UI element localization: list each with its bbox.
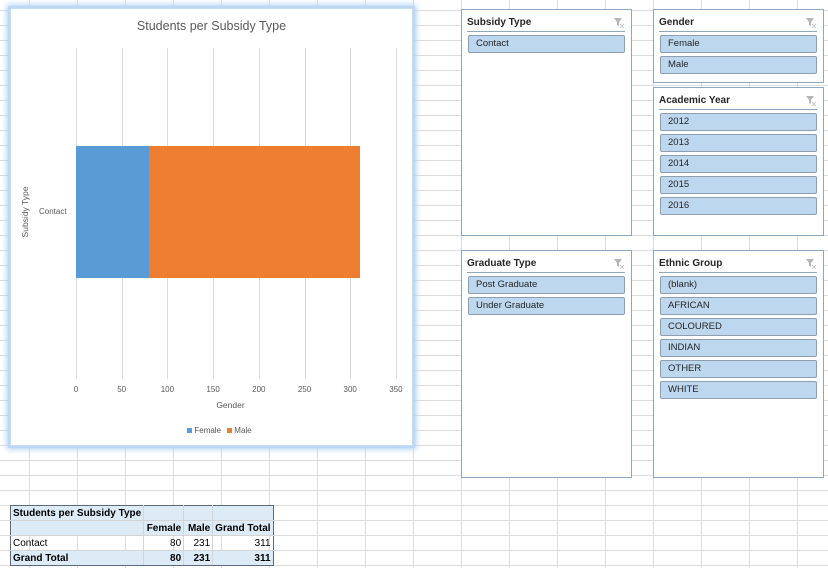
slicer-item[interactable]: 2015 — [660, 176, 817, 194]
pivot-chart[interactable]: Students per Subsidy Type Subsidy Type C… — [10, 8, 413, 446]
slicer-header: Academic Year — [659, 92, 817, 110]
slicer-items: Post Graduate Under Graduate — [468, 276, 625, 318]
x-tick: 150 — [206, 385, 220, 394]
slicer-item[interactable]: INDIAN — [660, 339, 817, 357]
pivot-table: Students per Subsidy Type Female Male Gr… — [9, 505, 274, 566]
slicer-item[interactable]: Under Graduate — [468, 297, 625, 315]
grand-total-row: Grand Total 80 231 311 — [9, 550, 274, 566]
clear-filter-icon[interactable] — [805, 17, 817, 29]
clear-filter-icon[interactable] — [613, 17, 625, 29]
x-tick: 0 — [73, 385, 79, 394]
slicer-item[interactable]: OTHER — [660, 360, 817, 378]
x-tick: 300 — [343, 385, 357, 394]
slicer-academic-year[interactable]: Academic Year 2012 2013 2014 2015 2016 — [653, 87, 824, 236]
x-tick: 250 — [297, 385, 312, 394]
chart-title: Students per Subsidy Type — [136, 19, 287, 33]
x-tick: 200 — [252, 385, 266, 394]
legend-swatch-female — [187, 428, 193, 433]
column-header-grand-total[interactable]: Grand Total — [212, 520, 274, 536]
x-tick: 50 — [117, 385, 127, 394]
legend-label: Male — [234, 426, 252, 435]
plot-area — [76, 48, 397, 379]
y-axis-title: Subsidy Type — [20, 186, 30, 238]
slicer-item[interactable]: (blank) — [660, 276, 817, 294]
cell-male[interactable]: 231 — [183, 535, 214, 551]
slicer-items: (blank) AFRICAN COLOURED INDIAN OTHER WH… — [660, 276, 817, 402]
clear-filter-icon[interactable] — [805, 95, 817, 107]
category-label: Contact — [39, 207, 67, 216]
slicer-items: Female Male — [660, 35, 817, 77]
slicer-title: Ethnic Group — [659, 258, 723, 269]
table-row: Contact 80 231 311 — [9, 535, 274, 551]
bar-male[interactable] — [149, 146, 361, 278]
grand-total-label[interactable]: Grand Total — [9, 550, 145, 566]
slicer-header: Gender — [659, 14, 817, 32]
slicer-item[interactable]: 2014 — [660, 155, 817, 173]
slicer-items: 2012 2013 2014 2015 2016 — [660, 113, 817, 218]
slicer-item[interactable]: Female — [660, 35, 817, 53]
slicer-title: Subsidy Type — [467, 17, 532, 28]
legend-item-male[interactable]: Male — [227, 426, 252, 435]
slicer-item[interactable]: Contact — [468, 35, 625, 53]
pivot-cell[interactable] — [183, 505, 214, 521]
pivot-cell[interactable] — [212, 505, 274, 521]
slicer-items: Contact — [468, 35, 625, 56]
pivot-title[interactable]: Students per Subsidy Type — [9, 505, 145, 521]
slicer-header: Subsidy Type — [467, 14, 625, 32]
slicer-subsidy-type[interactable]: Subsidy Type Contact — [461, 9, 632, 236]
pivot-cell[interactable] — [143, 505, 185, 521]
slicer-item[interactable]: WHITE — [660, 381, 817, 399]
x-axis-title: Gender — [216, 400, 245, 410]
slicer-item[interactable]: Male — [660, 56, 817, 74]
slicer-item[interactable]: 2012 — [660, 113, 817, 131]
x-tick: 100 — [160, 385, 175, 394]
slicer-gender[interactable]: Gender Female Male — [653, 9, 824, 83]
clear-filter-icon[interactable] — [613, 258, 625, 270]
clear-filter-icon[interactable] — [805, 258, 817, 270]
bar-female[interactable] — [76, 146, 150, 278]
legend-label: Female — [194, 426, 222, 435]
slicer-item[interactable]: 2016 — [660, 197, 817, 215]
slicer-graduate-type[interactable]: Graduate Type Post Graduate Under Gradua… — [461, 250, 632, 478]
cell-grand-total[interactable]: 311 — [212, 535, 274, 551]
slicer-header: Graduate Type — [467, 255, 625, 273]
slicer-title: Academic Year — [659, 95, 730, 106]
column-header-male[interactable]: Male — [183, 520, 214, 536]
legend-item-female[interactable]: Female — [187, 426, 221, 435]
total-grand[interactable]: 311 — [212, 550, 274, 566]
total-male[interactable]: 231 — [183, 550, 214, 566]
gridline — [395, 48, 397, 379]
cell-female[interactable]: 80 — [143, 535, 185, 551]
row-label[interactable]: Contact — [9, 535, 145, 551]
pivot-cell[interactable] — [9, 520, 145, 536]
slicer-item[interactable]: COLOURED — [660, 318, 817, 336]
slicer-ethnic-group[interactable]: Ethnic Group (blank) AFRICAN COLOURED IN… — [653, 250, 824, 478]
total-female[interactable]: 80 — [143, 550, 185, 566]
slicer-header: Ethnic Group — [659, 255, 817, 273]
x-tick: 350 — [389, 385, 403, 394]
slicer-title: Graduate Type — [467, 258, 537, 269]
legend-swatch-male — [227, 428, 233, 433]
chart-legend[interactable]: Female Male — [11, 426, 412, 435]
slicer-title: Gender — [659, 17, 695, 28]
slicer-item[interactable]: AFRICAN — [660, 297, 817, 315]
column-header-female[interactable]: Female — [143, 520, 185, 536]
slicer-item[interactable]: 2013 — [660, 134, 817, 152]
slicer-item[interactable]: Post Graduate — [468, 276, 625, 294]
